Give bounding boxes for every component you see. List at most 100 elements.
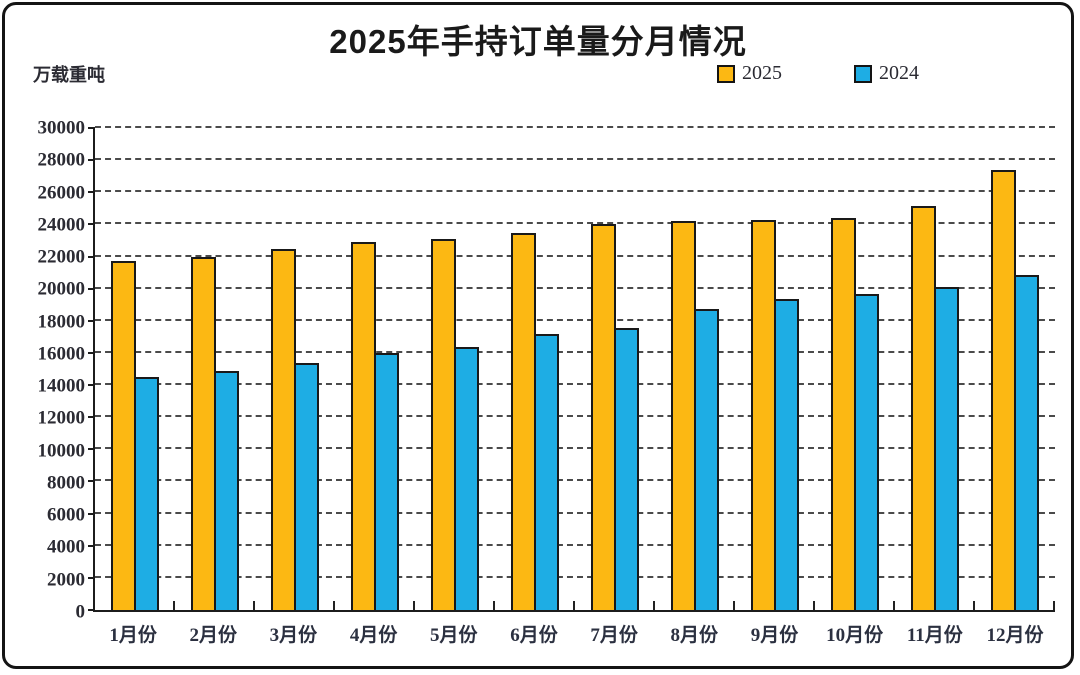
bar-group-4月份 bbox=[335, 128, 415, 610]
bar-2025-4月份 bbox=[351, 242, 376, 610]
y-axis-label-26000: 26000 bbox=[37, 182, 86, 204]
y-axis-label-4000: 4000 bbox=[47, 536, 85, 558]
x-axis-tick-9 bbox=[813, 601, 815, 610]
x-axis-label-5月份: 5月份 bbox=[430, 625, 478, 646]
gridline-10000 bbox=[95, 447, 1055, 450]
bar-2025-1月份 bbox=[111, 261, 136, 610]
y-axis-label-0: 0 bbox=[75, 601, 86, 623]
bar-2024-1月份 bbox=[134, 377, 159, 610]
bar-group-1月份 bbox=[95, 128, 175, 610]
bar-2024-5月份 bbox=[454, 346, 479, 610]
gridline-16000 bbox=[95, 350, 1055, 353]
x-axis-label-8月份: 8月份 bbox=[670, 625, 719, 646]
y-axis-label-2000: 2000 bbox=[47, 569, 85, 591]
bar-group-10月份 bbox=[815, 128, 895, 610]
legend-label-2024: 2024 bbox=[879, 62, 919, 84]
x-axis-label-3月份: 3月份 bbox=[269, 625, 318, 646]
bar-group-8月份 bbox=[655, 128, 735, 610]
legend-swatch-2024 bbox=[854, 64, 872, 83]
x-axis-label-10月份: 10月份 bbox=[826, 625, 884, 646]
y-axis-label-16000: 16000 bbox=[37, 343, 86, 365]
gridline-14000 bbox=[95, 383, 1055, 386]
legend: 2025 2024 bbox=[717, 62, 919, 85]
bar-2024-3月份 bbox=[294, 363, 319, 610]
y-axis-tick-22000 bbox=[88, 255, 95, 258]
bar-2025-10月份 bbox=[831, 217, 856, 610]
bar-2025-2月份 bbox=[191, 256, 216, 610]
bar-2025-7月份 bbox=[591, 224, 616, 610]
gridline-8000 bbox=[95, 479, 1055, 482]
x-axis-tick-12 bbox=[1053, 601, 1055, 610]
gridline-30000 bbox=[95, 126, 1055, 128]
x-axis-tick-6 bbox=[573, 601, 575, 610]
legend-item-2024: 2024 bbox=[854, 62, 919, 85]
bar-2024-12月份 bbox=[1014, 274, 1039, 610]
bar-2024-10月份 bbox=[854, 293, 879, 610]
y-axis-tick-28000 bbox=[88, 159, 95, 162]
bar-group-2月份 bbox=[175, 128, 255, 610]
bar-group-7月份 bbox=[575, 128, 655, 610]
y-axis-tick-20000 bbox=[88, 287, 95, 290]
gridline-4000 bbox=[95, 543, 1055, 546]
x-axis-tick-10 bbox=[893, 601, 895, 610]
y-axis-tick-6000 bbox=[88, 512, 95, 515]
y-axis-tick-14000 bbox=[88, 384, 95, 387]
bar-2025-8月份 bbox=[671, 221, 696, 610]
y-axis-unit-label: 万载重吨 bbox=[33, 65, 105, 85]
gridline-18000 bbox=[95, 318, 1055, 321]
legend-swatch-2025 bbox=[717, 64, 735, 83]
bar-2024-8月份 bbox=[694, 308, 719, 610]
bar-2025-6月份 bbox=[511, 233, 536, 610]
bar-2025-11月份 bbox=[911, 205, 936, 610]
y-axis-label-30000: 30000 bbox=[37, 117, 86, 139]
x-axis-label-11月份: 11月份 bbox=[906, 625, 963, 646]
gridline-20000 bbox=[95, 286, 1055, 289]
x-axis-label-12月份: 12月份 bbox=[986, 625, 1044, 646]
x-axis-tick-4 bbox=[412, 601, 415, 610]
x-axis-tick-8 bbox=[732, 601, 735, 610]
y-axis-labels: 0 2000 4000 6000 8000 10000 12000 14000 16000 180… bbox=[5, 119, 86, 622]
bar-group-5月份 bbox=[415, 128, 495, 610]
x-axis-tick-1 bbox=[172, 601, 175, 610]
bar-group-6月份 bbox=[495, 128, 575, 610]
y-axis-tick-8000 bbox=[88, 480, 95, 483]
y-axis-tick-30000 bbox=[88, 127, 95, 129]
bar-2025-9月份 bbox=[751, 220, 776, 610]
x-axis-tick-11 bbox=[972, 601, 975, 610]
y-axis-tick-2000 bbox=[88, 576, 95, 579]
y-axis-label-28000: 28000 bbox=[37, 149, 86, 171]
y-axis-tick-24000 bbox=[88, 223, 95, 226]
x-axis-label-2月份: 2月份 bbox=[189, 625, 238, 646]
gridline-6000 bbox=[95, 511, 1055, 514]
bar-group-9月份 bbox=[735, 128, 815, 610]
x-axis-label-6月份: 6月份 bbox=[510, 625, 558, 646]
x-axis-label-4月份: 4月份 bbox=[349, 625, 398, 646]
gridline-12000 bbox=[95, 415, 1055, 418]
gridline-26000 bbox=[95, 190, 1055, 193]
bar-2024-7月份 bbox=[614, 328, 639, 610]
plot-grid bbox=[88, 126, 1055, 612]
plot-area bbox=[88, 126, 1055, 612]
y-axis-tick-4000 bbox=[88, 544, 95, 547]
y-axis-tick-18000 bbox=[88, 319, 95, 322]
bar-2025-5月份 bbox=[431, 238, 456, 610]
bar-2025-12月份 bbox=[991, 169, 1016, 610]
bar-2024-9月份 bbox=[774, 299, 799, 610]
x-axis-tick-7 bbox=[653, 601, 655, 610]
y-axis-tick-16000 bbox=[88, 351, 95, 354]
y-axis-label-6000: 6000 bbox=[47, 504, 85, 526]
y-axis-label-10000: 10000 bbox=[37, 440, 86, 462]
y-axis-label-14000: 14000 bbox=[37, 375, 86, 397]
bar-group-12月份 bbox=[975, 128, 1055, 610]
y-axis-label-18000: 18000 bbox=[37, 311, 86, 333]
x-axis-tick-5 bbox=[493, 601, 495, 610]
bar-2024-4月份 bbox=[374, 352, 399, 610]
gridline-2000 bbox=[95, 575, 1055, 578]
x-axis-labels: 1月份 2月份 3月份 4月份 5月份 6月份 7月份 8月份 9月份 10月份 11月份 12月份 bbox=[93, 620, 1055, 647]
legend-label-2025: 2025 bbox=[742, 62, 782, 84]
bar-2024-2月份 bbox=[214, 370, 239, 610]
bar-group-11月份 bbox=[895, 128, 975, 610]
x-axis-label-1月份: 1月份 bbox=[109, 625, 157, 646]
y-axis-label-22000: 22000 bbox=[37, 246, 86, 268]
